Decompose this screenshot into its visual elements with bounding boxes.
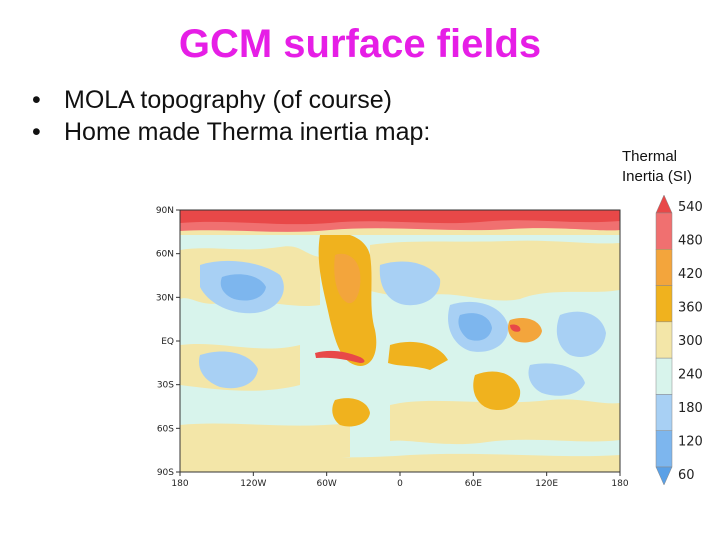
region-patch: [473, 371, 521, 411]
colorbar-label: 180: [678, 401, 703, 416]
colorbar-label: 360: [678, 300, 703, 315]
region-patch: [180, 423, 350, 459]
colorbar-segment: [655, 357, 673, 395]
colorbar-segment: [655, 394, 673, 431]
lon-tick-label: 120W: [240, 479, 266, 489]
legend-title-line2: Inertia (SI): [622, 168, 693, 185]
colorbar-label: 60: [678, 468, 695, 483]
region-patch: [332, 398, 370, 427]
region-patch: [528, 363, 585, 396]
bullet-dot: •: [32, 118, 41, 146]
lat-axis: 90N 60N 30N EQ 30S 60S 90S: [156, 206, 180, 478]
lat-tick-label: EQ: [161, 337, 174, 347]
north-polar-cap: [180, 210, 620, 225]
bullet-dot: •: [32, 86, 41, 114]
region-patch: [220, 274, 266, 301]
lon-tick-label: 180: [611, 479, 628, 489]
lat-tick-label: 60S: [157, 424, 174, 434]
lon-tick-label: 120E: [535, 479, 558, 489]
colorbar-segment: [655, 321, 673, 359]
region-patch: [198, 351, 258, 389]
slide-title: GCM surface fields: [178, 22, 542, 66]
legend-title-line1: Thermal: [622, 148, 678, 165]
region-patch: [315, 350, 365, 363]
lon-tick-label: 60W: [316, 479, 336, 489]
lon-tick-label: 0: [397, 479, 403, 489]
colorbar-label: 420: [678, 267, 703, 282]
region-patch: [388, 341, 448, 370]
region-patch: [508, 318, 542, 343]
region-patch: [390, 399, 620, 445]
region-patch: [379, 261, 441, 306]
thermal-inertia-map: 90N 60N 30N EQ 30S 60S 90S 180 120W 60W 0 60E 120E 1…: [130, 195, 630, 495]
region-patch: [334, 253, 361, 304]
lat-tick-label: 90N: [156, 206, 174, 216]
colorbar-svg: 540 480 420 360 300 240 180 120 60: [655, 194, 703, 486]
lat-tick-label: 60N: [156, 250, 174, 260]
lon-axis: 180 120W 60W 0 60E 120E 180: [171, 472, 629, 489]
lon-tick-label: 60E: [465, 479, 482, 489]
lat-tick-label: 30N: [156, 293, 174, 303]
bullet-item: • MOLA topography (of course): [32, 84, 430, 116]
region-patch: [556, 311, 606, 357]
lon-tick-label: 180: [171, 479, 188, 489]
colorbar-label: 300: [678, 334, 703, 349]
map-field: [180, 210, 620, 472]
colorbar-segment: [655, 285, 673, 323]
lat-tick-label: 90S: [157, 468, 174, 478]
colorbar-segment: [655, 466, 673, 486]
colorbar-segment: [655, 194, 673, 214]
colorbar-segment: [655, 430, 673, 468]
colorbar-label: 480: [678, 233, 703, 248]
region-patch: [458, 313, 492, 341]
bullet-text: MOLA topography (of course): [64, 86, 392, 114]
region-patch: [510, 324, 521, 332]
bullet-item: • Home made Therma inertia map:: [32, 116, 430, 148]
lat-tick-label: 30S: [157, 381, 174, 391]
colorbar-segment: [655, 212, 673, 250]
bullet-list: • MOLA topography (of course) • Home mad…: [32, 84, 430, 148]
legend-title: Thermal Inertia (SI): [622, 147, 692, 187]
region-patch: [180, 228, 620, 235]
colorbar: 540 480 420 360 300 240 180 120 60: [650, 190, 720, 490]
south-polar-region: [180, 453, 620, 472]
colorbar-segment: [655, 249, 673, 286]
colorbar-label: 240: [678, 368, 703, 383]
bullet-text: Home made Therma inertia map:: [64, 118, 431, 146]
colorbar-label: 120: [678, 435, 703, 450]
colorbar-label: 540: [678, 200, 703, 215]
